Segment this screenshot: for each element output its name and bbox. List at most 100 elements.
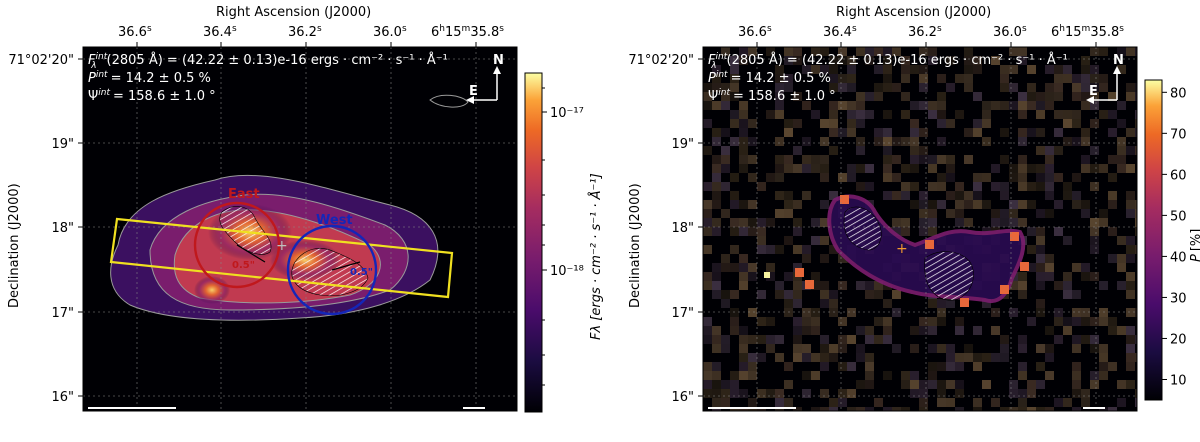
- right-noise-pixel: [1081, 74, 1090, 83]
- right-colorbar-label: P[%]: [1189, 229, 1200, 262]
- right-noise-pixel: [1108, 326, 1117, 335]
- right-noise-pixel: [955, 200, 964, 209]
- right-noise-pixel: [856, 119, 865, 128]
- right-noise-pixel: [811, 164, 820, 173]
- right-noise-pixel: [775, 173, 784, 182]
- right-noise-pixel: [1054, 65, 1063, 74]
- right-noise-pixel: [793, 119, 802, 128]
- right-noise-pixel: [1063, 398, 1072, 407]
- right-noise-pixel: [820, 254, 829, 263]
- right-noise-pixel: [829, 407, 838, 411]
- right-noise-pixel: [829, 353, 838, 362]
- right-noise-pixel: [1081, 398, 1090, 407]
- right-noise-pixel: [712, 173, 721, 182]
- right-compass: [1086, 66, 1121, 104]
- right-noise-pixel: [1090, 146, 1099, 155]
- right-noise-pixel: [883, 74, 892, 83]
- right-noise-pixel: [982, 353, 991, 362]
- left-dec-tick-4: 16": [51, 390, 74, 405]
- right-noise-pixel: [973, 182, 982, 191]
- right-noise-pixel: [1027, 263, 1036, 272]
- right-noise-pixel: [712, 65, 721, 74]
- right-noise-pixel: [748, 308, 757, 317]
- right-noise-pixel: [820, 281, 829, 290]
- right-noise-pixel: [1081, 83, 1090, 92]
- right-noise-pixel: [1054, 146, 1063, 155]
- right-noise-pixel: [703, 326, 712, 335]
- right-noise-pixel: [883, 83, 892, 92]
- right-noise-pixel: [739, 353, 748, 362]
- right-noise-pixel: [946, 380, 955, 389]
- right-noise-pixel: [1054, 173, 1063, 182]
- right-noise-pixel: [1117, 326, 1126, 335]
- right-colorbar-tick-label-5: 30: [1170, 291, 1187, 306]
- right-noise-pixel: [1063, 137, 1072, 146]
- right-noise-pixel: [1126, 128, 1135, 137]
- right-noise-pixel: [739, 128, 748, 137]
- right-noise-pixel: [838, 83, 847, 92]
- right-noise-pixel: [730, 389, 739, 398]
- right-noise-pixel: [739, 218, 748, 227]
- right-noise-pixel: [784, 56, 793, 65]
- right-noise-pixel: [793, 407, 802, 411]
- right-noise-pixel: [739, 119, 748, 128]
- left-ra-tick-1: 36.4s: [203, 24, 237, 40]
- right-noise-pixel: [775, 353, 784, 362]
- right-noise-pixel: [883, 191, 892, 200]
- right-noise-pixel: [1063, 182, 1072, 191]
- right-noise-pixel: [1099, 209, 1108, 218]
- right-x-axis-label: Right Ascension (J2000): [836, 5, 991, 20]
- right-noise-pixel: [928, 326, 937, 335]
- right-annotation-p: Pint = 14.2 ± 0.5 %: [708, 70, 831, 86]
- right-noise-pixel: [937, 299, 946, 308]
- right-noise-pixel: [1117, 236, 1126, 245]
- right-noise-pixel: [829, 65, 838, 74]
- right-noise-pixel: [793, 245, 802, 254]
- right-noise-pixel: [1000, 182, 1009, 191]
- right-noise-pixel: [793, 344, 802, 353]
- right-noise-pixel: [982, 299, 991, 308]
- right-noise-pixel: [928, 56, 937, 65]
- right-noise-pixel: [1135, 128, 1137, 137]
- right-noise-pixel: [820, 353, 829, 362]
- right-noise-pixel: [883, 155, 892, 164]
- left-faint-ne-contour: [429, 94, 469, 108]
- right-noise-pixel: [820, 290, 829, 299]
- right-noise-pixel: [784, 299, 793, 308]
- right-noise-pixel: [1126, 191, 1135, 200]
- right-noise-pixel: [874, 92, 883, 101]
- right-noise-pixel: [1009, 281, 1018, 290]
- left-annotation-p: Pint = 14.2 ± 0.5 %: [88, 70, 211, 86]
- right-noise-pixel: [1108, 317, 1117, 326]
- right-noise-pixel: [865, 362, 874, 371]
- right-noise-pixel: [721, 128, 730, 137]
- right-noise-pixel: [730, 218, 739, 227]
- right-noise-pixel: [1108, 407, 1117, 411]
- right-noise-pixel: [865, 164, 874, 173]
- right-noise-pixel: [739, 227, 748, 236]
- right-noise-pixel: [775, 191, 784, 200]
- right-noise-pixel: [874, 65, 883, 74]
- right-noise-pixel: [730, 56, 739, 65]
- right-noise-pixel: [1090, 335, 1099, 344]
- right-noise-pixel: [1072, 110, 1081, 119]
- right-noise-pixel: [712, 398, 721, 407]
- right-noise-pixel: [1054, 110, 1063, 119]
- right-noise-pixel: [856, 164, 865, 173]
- right-noise-pixel: [1018, 164, 1027, 173]
- right-noise-pixel: [703, 92, 712, 101]
- right-noise-pixel: [1126, 308, 1135, 317]
- right-noise-pixel: [820, 137, 829, 146]
- right-noise-pixel: [829, 308, 838, 317]
- right-noise-pixel: [739, 389, 748, 398]
- right-noise-pixel: [811, 47, 820, 56]
- right-noise-pixel: [919, 200, 928, 209]
- right-panel: + Fint λ (2805 Å) = (42.22 ± 0.13)e-16 erg…: [628, 5, 1200, 412]
- right-noise-pixel: [1090, 182, 1099, 191]
- right-noise-pixel: [1027, 380, 1036, 389]
- right-noise-pixel: [982, 380, 991, 389]
- right-noise-pixel: [721, 155, 730, 164]
- right-noise-pixel: [883, 128, 892, 137]
- right-noise-pixel: [1036, 128, 1045, 137]
- right-noise-pixel: [1063, 290, 1072, 299]
